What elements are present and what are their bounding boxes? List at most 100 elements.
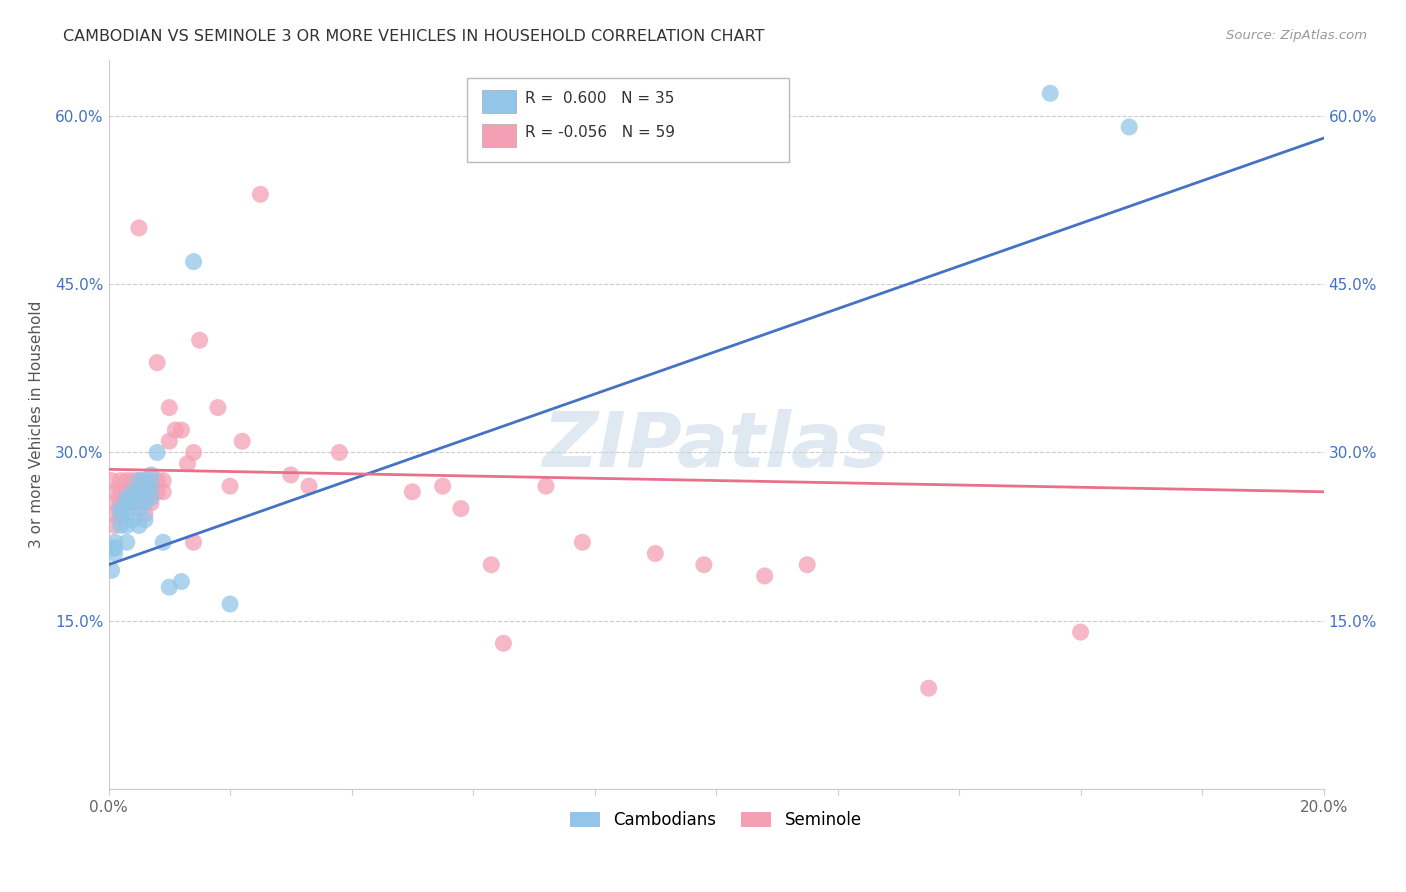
Point: [249, 187, 271, 202]
Point: [754, 569, 776, 583]
Point: [115, 474, 138, 488]
Point: [146, 356, 169, 370]
Point: [170, 423, 193, 437]
Point: [571, 535, 593, 549]
Point: [110, 474, 132, 488]
Point: [104, 518, 127, 533]
Point: [134, 484, 156, 499]
Point: [104, 541, 127, 555]
Point: [110, 507, 132, 521]
Point: [115, 496, 138, 510]
Point: [134, 496, 156, 510]
Point: [183, 254, 205, 268]
Point: [139, 484, 162, 499]
Point: [115, 535, 138, 549]
Point: [1070, 625, 1092, 640]
Point: [157, 434, 180, 449]
Point: [479, 558, 502, 572]
Point: [128, 496, 150, 510]
Point: [121, 484, 143, 499]
Text: R =  0.600   N = 35: R = 0.600 N = 35: [526, 91, 675, 106]
Point: [104, 484, 127, 499]
Point: [450, 501, 472, 516]
Point: [152, 474, 174, 488]
Point: [121, 496, 143, 510]
Point: [104, 507, 127, 521]
Point: [298, 479, 321, 493]
Point: [121, 484, 143, 499]
Point: [104, 547, 127, 561]
Legend: Cambodians, Seminole: Cambodians, Seminole: [564, 805, 869, 836]
Point: [693, 558, 716, 572]
Point: [103, 541, 125, 555]
Point: [207, 401, 229, 415]
Point: [146, 484, 169, 499]
Point: [139, 496, 162, 510]
Point: [219, 479, 242, 493]
Point: [115, 496, 138, 510]
Point: [146, 445, 169, 459]
Point: [121, 513, 143, 527]
Point: [134, 496, 156, 510]
Point: [104, 535, 127, 549]
Point: [183, 445, 205, 459]
Point: [534, 479, 557, 493]
Text: ZIPatlas: ZIPatlas: [543, 409, 889, 483]
Point: [139, 479, 162, 493]
Point: [128, 484, 150, 499]
Text: CAMBODIAN VS SEMINOLE 3 OR MORE VEHICLES IN HOUSEHOLD CORRELATION CHART: CAMBODIAN VS SEMINOLE 3 OR MORE VEHICLES…: [63, 29, 765, 45]
Point: [134, 484, 156, 499]
FancyBboxPatch shape: [467, 78, 789, 161]
Point: [280, 467, 302, 482]
Point: [170, 574, 193, 589]
Text: Source: ZipAtlas.com: Source: ZipAtlas.com: [1226, 29, 1367, 43]
Point: [231, 434, 253, 449]
Point: [492, 636, 515, 650]
Point: [134, 474, 156, 488]
Point: [188, 333, 211, 347]
Point: [115, 507, 138, 521]
Point: [115, 484, 138, 499]
Point: [128, 221, 150, 235]
Y-axis label: 3 or more Vehicles in Household: 3 or more Vehicles in Household: [30, 301, 44, 548]
Point: [110, 484, 132, 499]
Point: [1118, 120, 1140, 134]
Point: [110, 518, 132, 533]
Point: [176, 457, 198, 471]
Point: [115, 518, 138, 533]
Point: [128, 484, 150, 499]
Point: [134, 507, 156, 521]
Point: [139, 491, 162, 505]
Point: [146, 474, 169, 488]
Point: [432, 479, 454, 493]
Point: [918, 681, 941, 696]
Point: [100, 474, 122, 488]
Point: [110, 496, 132, 510]
Point: [157, 401, 180, 415]
Point: [796, 558, 818, 572]
Point: [139, 467, 162, 482]
Point: [128, 501, 150, 516]
Point: [157, 580, 180, 594]
Point: [134, 474, 156, 488]
Point: [328, 445, 350, 459]
Point: [152, 484, 174, 499]
Point: [128, 474, 150, 488]
Point: [139, 474, 162, 488]
Point: [128, 518, 150, 533]
Point: [152, 535, 174, 549]
Point: [110, 507, 132, 521]
Point: [128, 474, 150, 488]
Point: [121, 474, 143, 488]
Point: [401, 484, 423, 499]
Text: R = -0.056   N = 59: R = -0.056 N = 59: [526, 125, 675, 140]
Point: [104, 496, 127, 510]
Point: [1039, 87, 1062, 101]
Point: [134, 513, 156, 527]
Point: [219, 597, 242, 611]
Point: [165, 423, 187, 437]
Point: [121, 496, 143, 510]
Bar: [481, 89, 516, 113]
Point: [115, 491, 138, 505]
Point: [100, 563, 122, 577]
